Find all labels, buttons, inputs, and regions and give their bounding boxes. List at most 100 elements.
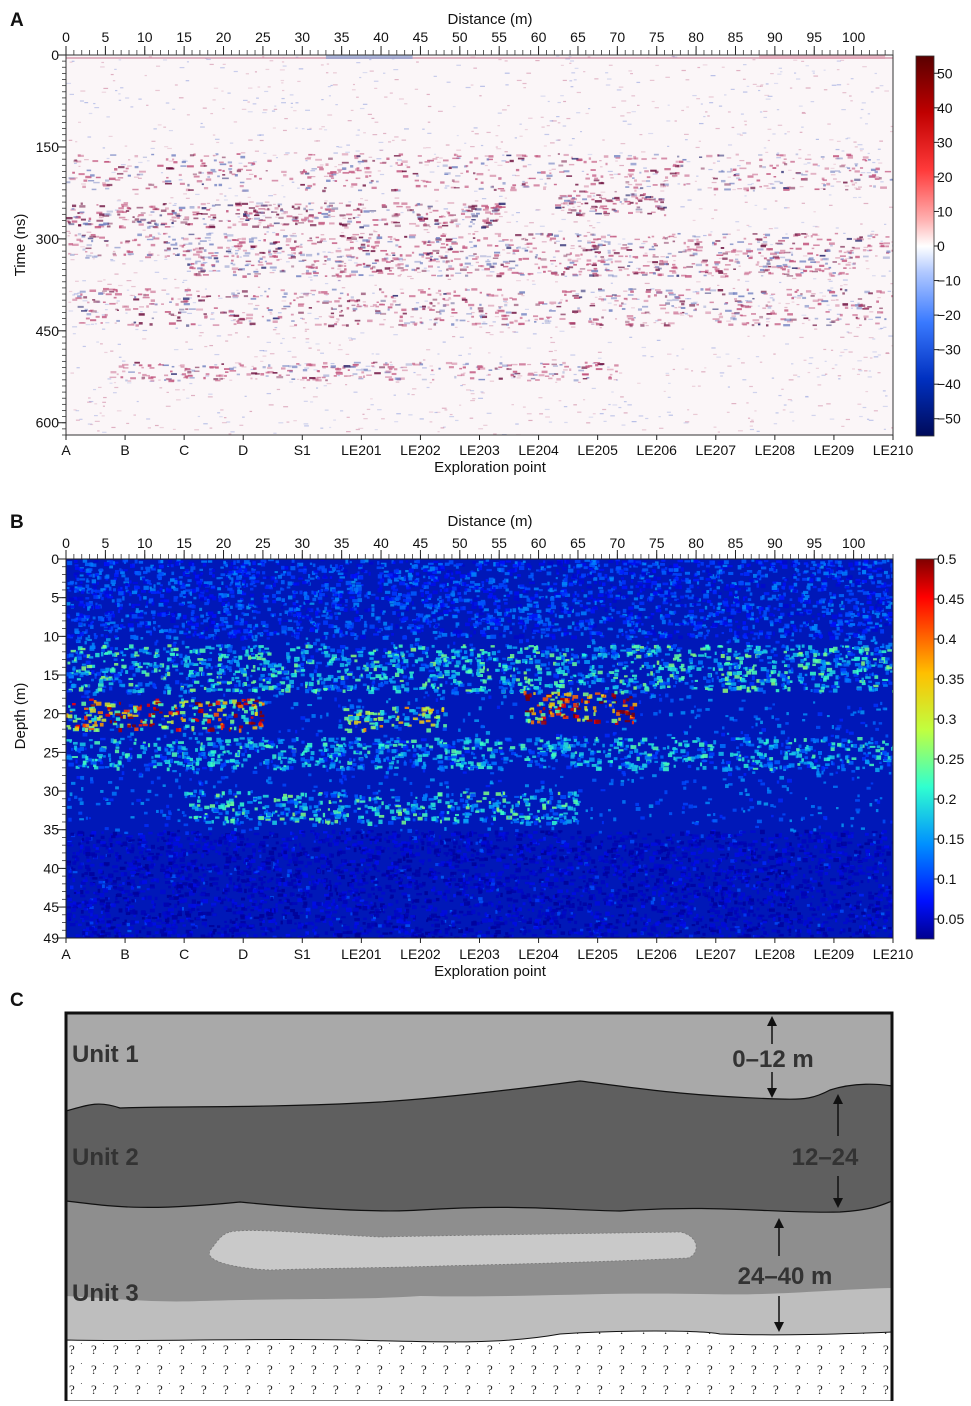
- reflection-speckle: [447, 82, 451, 83]
- reflection-speckle: [589, 417, 593, 418]
- reflection-speckle: [98, 387, 102, 388]
- reflection-speckle: [415, 89, 418, 90]
- reflection-speckle: [544, 145, 547, 146]
- reflection-mark: [506, 368, 511, 370]
- reflection-speckle: [428, 122, 430, 123]
- reflection-mark: [585, 362, 588, 364]
- reflection-mark: [237, 374, 240, 376]
- reflection-mark: [409, 295, 415, 297]
- reflection-mark: [137, 234, 142, 237]
- reflection-mark: [465, 263, 471, 265]
- reflection-mark: [170, 371, 173, 373]
- reflection-mark: [784, 158, 787, 160]
- reflection-speckle: [258, 287, 260, 288]
- reflection-mark: [440, 319, 445, 321]
- reflection-speckle: [701, 371, 705, 372]
- reflection-speckle: [405, 165, 408, 166]
- reflection-speckle: [727, 366, 731, 367]
- reflection-speckle: [242, 366, 247, 367]
- reflection-mark: [548, 233, 552, 235]
- reflection-mark: [82, 249, 85, 251]
- reflection-mark: [784, 319, 791, 321]
- reflection-mark: [488, 374, 491, 376]
- reflection-mark: [442, 233, 444, 235]
- reflection-speckle: [179, 179, 183, 180]
- reflection-mark: [470, 221, 473, 223]
- reflection-speckle: [187, 271, 191, 272]
- reflection-speckle: [270, 353, 275, 354]
- reflection-speckle: [395, 197, 400, 198]
- reflection-speckle: [654, 264, 658, 265]
- reflection-mark: [776, 265, 781, 267]
- reflection-mark: [347, 256, 351, 258]
- reflection-speckle: [824, 89, 827, 90]
- reflection-mark: [513, 250, 520, 252]
- reflection-mark: [288, 257, 292, 259]
- reflection-mark: [748, 257, 752, 259]
- reflection-mark: [325, 379, 328, 381]
- reflection-speckle: [870, 357, 873, 358]
- reflection-mark: [432, 250, 439, 252]
- reflection-speckle: [602, 310, 606, 311]
- reflection-mark: [273, 320, 278, 323]
- reflection-mark: [598, 252, 600, 254]
- reflection-mark: [279, 374, 282, 376]
- reflection-speckle: [766, 188, 770, 189]
- reflection-speckle: [875, 255, 878, 256]
- reflection-speckle: [888, 291, 891, 292]
- reflection-speckle: [445, 185, 449, 186]
- reflection-mark: [216, 260, 219, 262]
- reflection-speckle: [450, 316, 454, 317]
- reflection-mark: [579, 210, 581, 213]
- reflection-speckle: [675, 120, 677, 121]
- reflection-mark: [748, 292, 753, 294]
- reflection-mark: [569, 368, 571, 371]
- reflection-mark: [203, 274, 209, 276]
- reflection-mark: [282, 251, 285, 253]
- reflection-mark: [691, 303, 697, 305]
- reflection-speckle: [693, 414, 697, 415]
- reflection-mark: [628, 243, 633, 245]
- reflection-mark: [429, 309, 435, 311]
- reflection-mark: [512, 298, 517, 300]
- reflection-mark: [177, 380, 180, 382]
- reflection-mark: [705, 292, 711, 293]
- reflection-mark: [161, 210, 167, 212]
- reflection-speckle: [623, 291, 627, 292]
- reflection-mark: [723, 253, 728, 255]
- reflection-speckle: [103, 279, 105, 280]
- reflection-speckle: [517, 377, 521, 378]
- reflection-mark: [626, 249, 632, 251]
- reflection-mark: [126, 168, 129, 170]
- reflection-mark: [298, 222, 304, 223]
- reflection-mark: [672, 255, 676, 257]
- reflection-speckle: [848, 262, 851, 263]
- reflection-mark: [246, 261, 252, 263]
- reflection-mark: [584, 235, 588, 237]
- reflection-speckle: [256, 98, 259, 99]
- reflection-speckle: [306, 338, 310, 339]
- reflection-mark: [70, 254, 75, 256]
- reflection-speckle: [273, 204, 276, 205]
- reflection-speckle: [841, 426, 844, 427]
- reflection-mark: [635, 257, 638, 259]
- reflection-mark: [284, 292, 288, 295]
- reflection-mark: [401, 160, 407, 163]
- reflection-mark: [673, 311, 678, 313]
- reflection-speckle: [211, 312, 214, 313]
- reflection-mark: [212, 205, 215, 207]
- reflection-mark: [219, 220, 223, 222]
- reflection-mark: [357, 323, 359, 325]
- reflection-mark: [328, 210, 330, 213]
- reflection-speckle: [858, 197, 861, 198]
- reflection-mark: [310, 290, 316, 292]
- reflection-mark: [555, 204, 561, 206]
- reflection-speckle: [858, 186, 862, 187]
- reflection-speckle: [450, 414, 453, 415]
- reflection-mark: [186, 300, 189, 302]
- reflection-mark: [373, 362, 377, 364]
- reflection-speckle: [874, 356, 878, 357]
- reflection-mark: [495, 368, 498, 370]
- reflection-mark: [273, 251, 278, 253]
